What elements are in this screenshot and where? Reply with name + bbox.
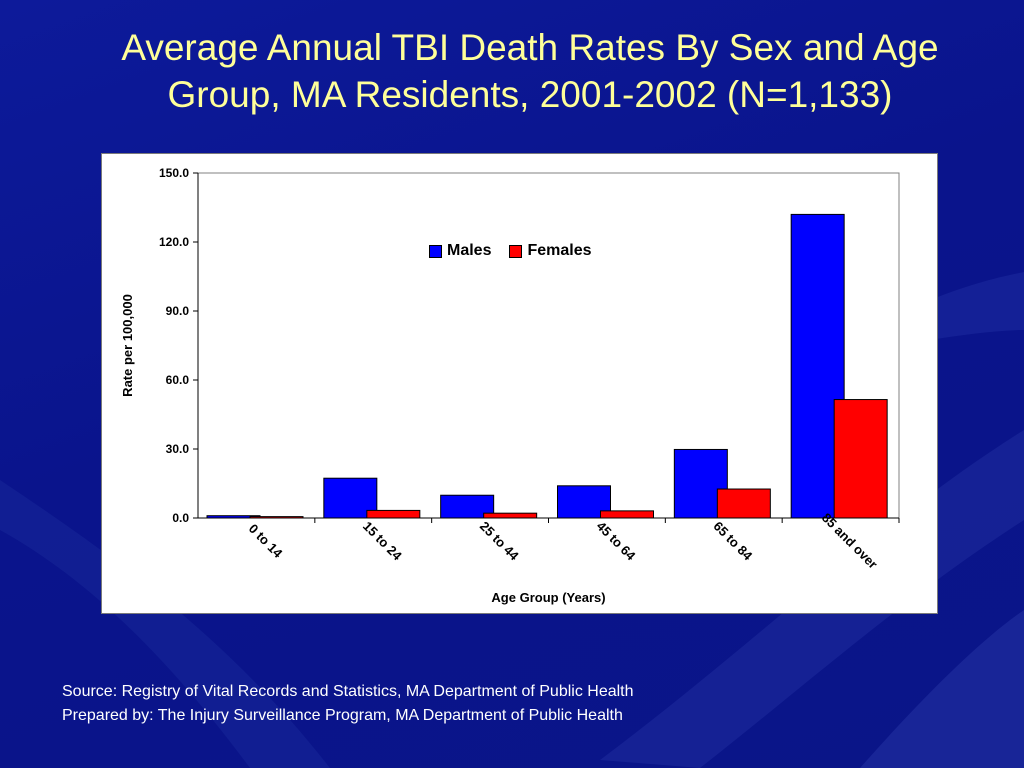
legend-label-males: Males (447, 242, 492, 259)
y-tick-label: 150.0 (159, 166, 189, 180)
legend-swatch-males (429, 244, 442, 258)
x-tick-label: 15 to 24 (360, 518, 405, 563)
y-tick-label: 30.0 (166, 442, 190, 456)
bar-females (483, 512, 538, 519)
source-note: Source: Registry of Vital Records and St… (62, 683, 634, 700)
y-tick-label: 0.0 (172, 511, 189, 525)
y-tick-label: 90.0 (166, 304, 190, 318)
x-tick-label: 85 and over (819, 510, 881, 572)
bar-chart: 0.0 30.0 60.0 90.0 120.0 150.0 0 to 14 15 to 24… (120, 166, 900, 605)
bar-females (600, 510, 654, 519)
bar-females (249, 516, 304, 519)
x-tick-label: 45 to 64 (594, 518, 639, 563)
y-tick-label: 60.0 (166, 373, 190, 387)
bar-females (833, 399, 888, 519)
chart-frame: 0.0 30.0 60.0 90.0 120.0 150.0 0 to 14 15 to 24… (101, 153, 938, 614)
chart-legend: Males Females (429, 242, 592, 260)
bar-males (790, 213, 845, 519)
y-axis-title: Rate per 100,000 (120, 294, 135, 397)
x-axis-title: Age Group (Years) (491, 590, 605, 605)
legend-item-females: Females (509, 242, 592, 260)
x-tick-label: 0 to 14 (246, 521, 286, 561)
legend-label-females: Females (527, 242, 592, 259)
x-tick-label: 25 to 44 (477, 518, 522, 563)
prepared-by-note: Prepared by: The Injury Surveillance Pro… (62, 707, 623, 724)
bar-females (716, 488, 771, 519)
slide-title: Average Annual TBI Death Rates By Sex an… (121, 27, 939, 115)
legend-swatch-females (509, 244, 523, 258)
x-tick-label: 65 to 84 (711, 518, 756, 563)
y-tick-label: 120.0 (159, 235, 189, 249)
bar-males (440, 494, 495, 519)
bar-males (557, 485, 611, 519)
legend-item-males: Males (429, 242, 491, 260)
bar-females (366, 509, 421, 519)
